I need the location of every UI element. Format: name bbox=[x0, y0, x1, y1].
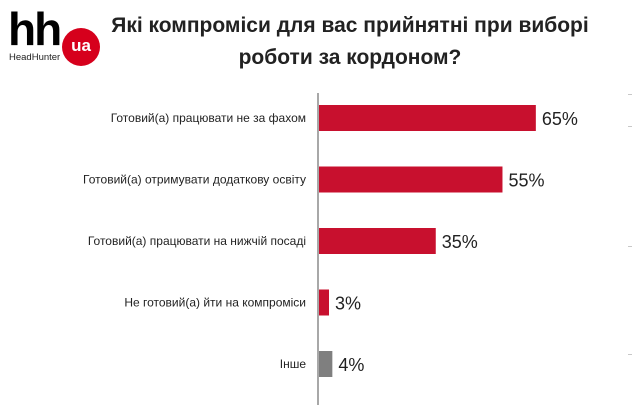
logo-hh-text: hh bbox=[8, 3, 62, 55]
edge-divider bbox=[628, 126, 632, 127]
bar bbox=[319, 351, 333, 377]
edge-divider bbox=[628, 246, 632, 247]
logo-ua-badge: ua bbox=[62, 28, 100, 66]
category-label: Готовий(а) працювати не за фахом bbox=[111, 111, 306, 125]
category-label: Інше bbox=[280, 357, 307, 371]
category-label: Не готовий(а) йти на компроміси bbox=[124, 296, 306, 310]
bar bbox=[319, 166, 503, 193]
value-label: 4% bbox=[338, 355, 364, 375]
chart-title: Які компроміси для вас прийнятні при виб… bbox=[110, 10, 590, 74]
bar bbox=[319, 228, 436, 254]
bar bbox=[319, 289, 330, 316]
value-label: 3% bbox=[335, 294, 361, 314]
category-label: Готовий(а) отримувати додаткову освіту bbox=[83, 173, 306, 187]
chart-title-line-2: роботи за кордоном? bbox=[238, 46, 462, 69]
edge-divider bbox=[628, 354, 632, 355]
bar bbox=[319, 105, 536, 131]
category-label: Готовий(а) працювати на нижчій посаді bbox=[88, 234, 306, 248]
logo-subtitle: HeadHunter bbox=[9, 52, 61, 63]
chart-title-line-1: Які компроміси для вас прийнятні при виб… bbox=[111, 14, 589, 37]
value-label: 35% bbox=[442, 232, 478, 252]
edge-divider bbox=[628, 94, 632, 95]
value-label: 65% bbox=[542, 109, 578, 129]
logo-ua-text: ua bbox=[71, 36, 91, 55]
value-label: 55% bbox=[508, 171, 544, 191]
headhunter-logo: hh ua HeadHunter bbox=[8, 6, 104, 70]
